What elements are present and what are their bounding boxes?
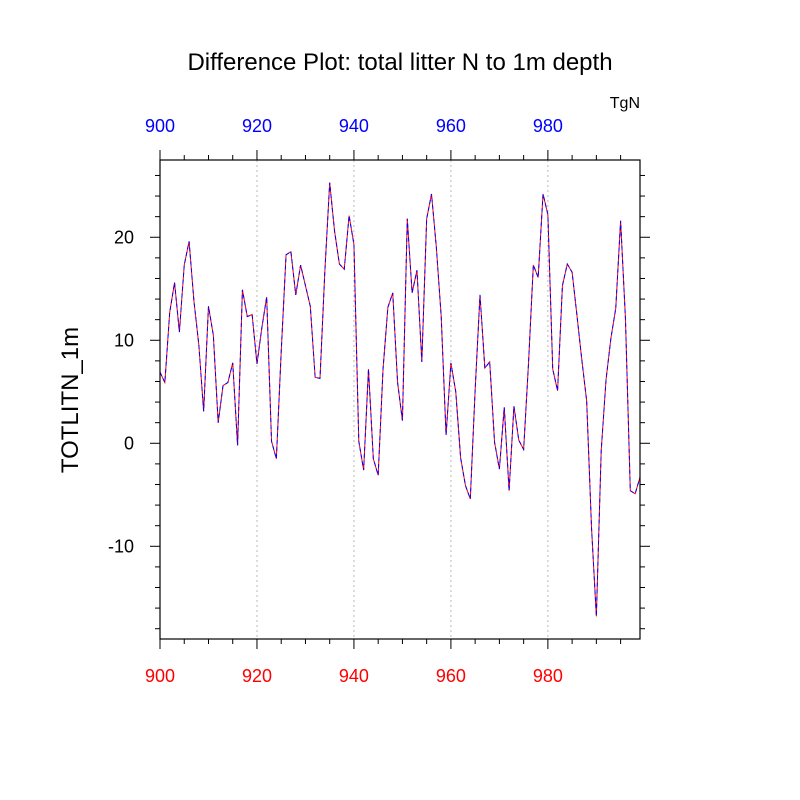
plot-frame [159,159,641,640]
y-tick-label: 10 [114,330,134,350]
bottom-x-tick-label: 980 [533,666,563,686]
bottom-x-tick-label: 920 [242,666,272,686]
bottom-x-tick-label: 960 [436,666,466,686]
top-x-tick-label: 920 [242,116,272,136]
top-x-tick-label: 960 [436,116,466,136]
y-tick-label: -10 [108,536,134,556]
series-lines [159,182,641,617]
top-x-tick-label: 900 [145,116,175,136]
y-axis-label: TOTLITN_1m [57,327,84,473]
vertical-gridlines [256,160,549,639]
chart-title: Difference Plot: total litter N to 1m de… [187,49,612,76]
top-x-tick-label: 980 [533,116,563,136]
axis-ticks [150,150,650,649]
bottom-x-tick-label: 940 [339,666,369,686]
y-tick-label: 20 [114,227,134,247]
series-line-blue-dashed [159,182,641,617]
bottom-x-tick-label: 900 [145,666,175,686]
tick-labels: 900 900 920 920 940 940 960 960 980 980 -10 0 10 20 [108,116,563,686]
units-label: TgN [610,95,640,112]
y-tick-label: 0 [124,433,134,453]
top-x-tick-label: 940 [339,116,369,136]
